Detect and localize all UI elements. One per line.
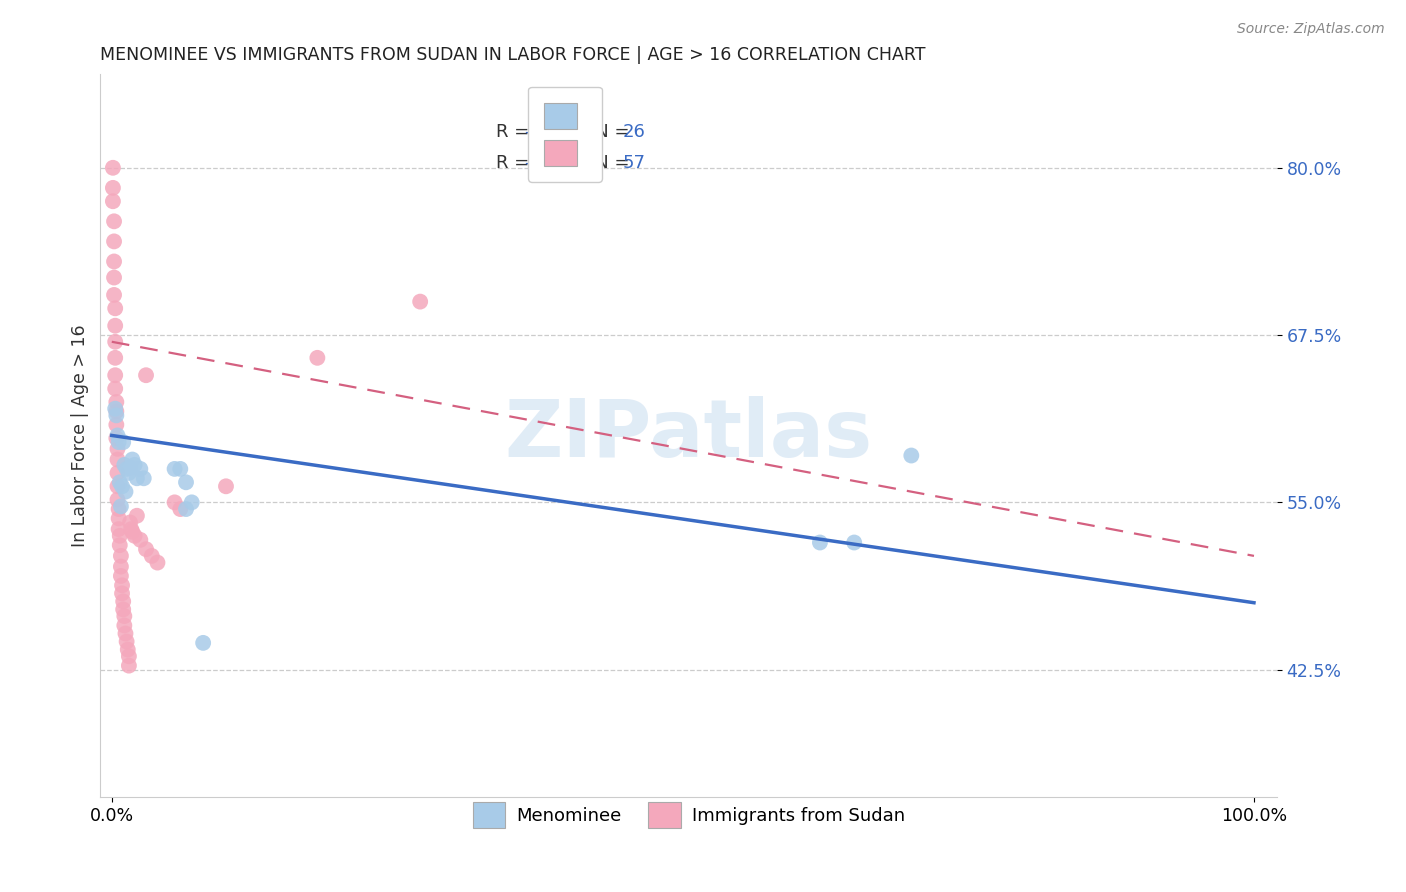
Point (169, 462, 191, 476)
Point (124, 458, 146, 472)
Point (104, 368, 127, 383)
Point (112, 618, 135, 632)
Point (105, 417, 128, 432)
Point (103, 235, 125, 249)
Point (124, 529, 146, 543)
Point (107, 442, 129, 456)
Point (409, 294, 432, 309)
Point (104, 401, 127, 416)
Point (107, 428, 129, 442)
Point (118, 466, 141, 480)
Point (104, 351, 127, 365)
Point (844, 535, 866, 549)
Point (132, 471, 155, 485)
Point (180, 495, 202, 509)
Point (104, 382, 127, 396)
Text: ZIPatlas: ZIPatlas (505, 396, 873, 475)
Point (163, 495, 186, 509)
Point (110, 500, 132, 514)
Point (117, 642, 139, 657)
Point (107, 435, 129, 450)
Point (118, 516, 141, 530)
Point (115, 634, 138, 648)
Point (141, 549, 163, 563)
Point (105, 395, 128, 409)
Point (111, 578, 134, 592)
Point (103, 254, 125, 268)
Point (111, 586, 134, 600)
Point (104, 318, 127, 333)
Y-axis label: In Labor Force | Age > 16: In Labor Force | Age > 16 (72, 324, 89, 547)
Point (105, 431, 128, 445)
Point (103, 288, 125, 302)
Point (107, 466, 129, 480)
Text: 26: 26 (623, 123, 645, 141)
Point (808, 535, 831, 549)
Point (114, 484, 136, 499)
Point (900, 449, 922, 463)
Point (112, 435, 135, 450)
Point (174, 475, 197, 490)
Legend: Menominee, Immigrants from Sudan: Menominee, Immigrants from Sudan (465, 795, 912, 835)
Text: R =: R = (496, 123, 534, 141)
Point (110, 549, 132, 563)
Point (163, 462, 186, 476)
Point (118, 658, 141, 673)
Point (121, 452, 143, 467)
Point (104, 334, 127, 349)
Point (103, 270, 125, 285)
Point (108, 475, 131, 490)
Point (118, 460, 141, 475)
Point (110, 569, 132, 583)
Point (129, 533, 152, 547)
Point (115, 462, 138, 476)
Point (107, 511, 129, 525)
Point (174, 502, 197, 516)
Text: MENOMINEE VS IMMIGRANTS FROM SUDAN IN LABOR FORCE | AGE > 16 CORRELATION CHART: MENOMINEE VS IMMIGRANTS FROM SUDAN IN LA… (100, 46, 927, 64)
Point (146, 556, 169, 570)
Point (101, 194, 124, 209)
Text: N =: N = (578, 154, 636, 172)
Point (101, 181, 124, 195)
Point (110, 559, 132, 574)
Point (112, 594, 135, 608)
Point (129, 462, 152, 476)
Point (108, 529, 131, 543)
Point (103, 214, 125, 228)
Point (125, 508, 148, 523)
Point (135, 368, 157, 383)
Text: 57: 57 (623, 154, 645, 172)
Point (105, 409, 128, 423)
Point (114, 626, 136, 640)
Point (112, 458, 135, 472)
Point (105, 404, 128, 418)
Point (135, 542, 157, 557)
Point (107, 479, 129, 493)
Point (107, 492, 129, 507)
Point (107, 452, 129, 467)
Point (111, 479, 134, 493)
Point (121, 524, 143, 539)
Point (169, 502, 191, 516)
Point (107, 522, 129, 536)
Point (125, 471, 148, 485)
Text: N =: N = (578, 123, 636, 141)
Text: -0.076: -0.076 (524, 154, 582, 172)
Text: Source: ZipAtlas.com: Source: ZipAtlas.com (1237, 22, 1385, 37)
Point (307, 351, 329, 365)
Point (112, 609, 135, 624)
Point (120, 522, 142, 536)
Point (191, 636, 214, 650)
Point (118, 649, 141, 664)
Point (101, 161, 124, 175)
Point (107, 502, 129, 516)
Point (112, 602, 135, 616)
Point (215, 479, 238, 493)
Text: -0.504: -0.504 (524, 123, 582, 141)
Point (108, 538, 131, 552)
Point (104, 301, 127, 316)
Text: R =: R = (496, 154, 534, 172)
